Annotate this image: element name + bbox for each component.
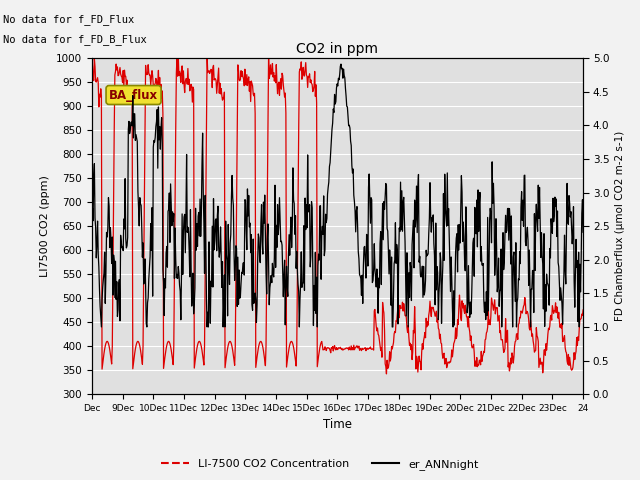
Y-axis label: LI7500 CO2 (ppm): LI7500 CO2 (ppm) [40, 175, 51, 277]
Title: CO2 in ppm: CO2 in ppm [296, 42, 378, 56]
Text: No data for f_FD_B_Flux: No data for f_FD_B_Flux [3, 34, 147, 45]
Y-axis label: FD Chamberflux (μmol CO2 m-2 s-1): FD Chamberflux (μmol CO2 m-2 s-1) [615, 131, 625, 321]
Text: BA_flux: BA_flux [109, 88, 158, 101]
Legend: LI-7500 CO2 Concentration, er_ANNnight: LI-7500 CO2 Concentration, er_ANNnight [157, 455, 483, 474]
Text: No data for f_FD_Flux: No data for f_FD_Flux [3, 14, 134, 25]
X-axis label: Time: Time [323, 419, 352, 432]
